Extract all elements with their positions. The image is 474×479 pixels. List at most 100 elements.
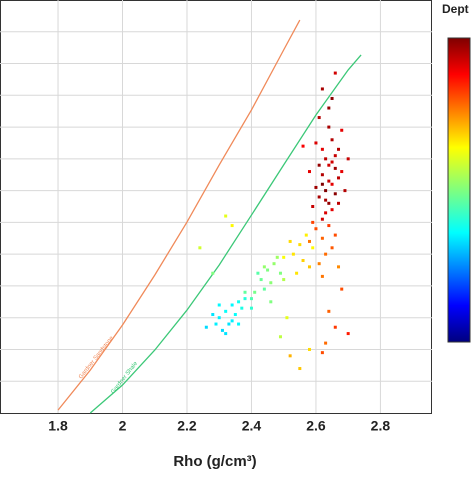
plot-frame bbox=[0, 0, 432, 414]
point bbox=[317, 116, 321, 120]
x-tick-label: 2.2 bbox=[177, 418, 197, 434]
point bbox=[307, 239, 311, 243]
point bbox=[324, 198, 328, 202]
point bbox=[230, 319, 234, 323]
point bbox=[337, 201, 341, 205]
point bbox=[233, 313, 237, 317]
point bbox=[249, 297, 253, 301]
point bbox=[327, 106, 331, 110]
point bbox=[340, 128, 344, 132]
point bbox=[330, 160, 334, 164]
point bbox=[330, 246, 334, 250]
point bbox=[311, 246, 315, 250]
point bbox=[346, 332, 350, 336]
point bbox=[214, 322, 218, 326]
point bbox=[337, 265, 341, 269]
point bbox=[243, 297, 247, 301]
point bbox=[307, 170, 311, 174]
point bbox=[311, 220, 315, 224]
point bbox=[327, 179, 331, 183]
point bbox=[330, 182, 334, 186]
point bbox=[324, 211, 328, 215]
point bbox=[298, 367, 302, 371]
x-tick-label: 2.4 bbox=[242, 418, 262, 434]
point bbox=[288, 239, 292, 243]
point bbox=[272, 262, 276, 266]
point bbox=[324, 341, 328, 345]
point bbox=[327, 163, 331, 167]
point bbox=[278, 271, 282, 275]
point bbox=[262, 287, 266, 291]
point bbox=[324, 252, 328, 256]
point bbox=[307, 265, 311, 269]
point bbox=[333, 71, 337, 75]
point bbox=[224, 214, 228, 218]
point bbox=[317, 195, 321, 199]
point bbox=[282, 255, 286, 259]
x-tick-label: 2 bbox=[119, 418, 127, 434]
point bbox=[253, 290, 257, 294]
point bbox=[333, 233, 337, 237]
point bbox=[295, 271, 299, 275]
point bbox=[320, 87, 324, 91]
x-tick-label: 1.8 bbox=[48, 418, 68, 434]
point bbox=[330, 96, 334, 100]
point bbox=[282, 278, 286, 282]
point bbox=[330, 208, 334, 212]
x-axis-label: Rho (g/cm³) bbox=[173, 453, 256, 470]
point bbox=[327, 309, 331, 313]
point bbox=[301, 144, 305, 148]
curve bbox=[89, 54, 362, 414]
point bbox=[291, 252, 295, 256]
point bbox=[333, 154, 337, 158]
point bbox=[198, 246, 202, 250]
point bbox=[320, 182, 324, 186]
point bbox=[314, 141, 318, 145]
point bbox=[256, 271, 260, 275]
point bbox=[327, 201, 331, 205]
point bbox=[285, 316, 289, 320]
point bbox=[320, 147, 324, 151]
point bbox=[230, 224, 234, 228]
point bbox=[275, 255, 279, 259]
point bbox=[227, 322, 231, 326]
point bbox=[230, 303, 234, 307]
point bbox=[340, 170, 344, 174]
point bbox=[314, 185, 318, 189]
point bbox=[320, 274, 324, 278]
point bbox=[346, 157, 350, 161]
point bbox=[327, 224, 331, 228]
x-tick-label: 2.6 bbox=[306, 418, 326, 434]
point bbox=[340, 287, 344, 291]
point bbox=[259, 278, 263, 282]
point bbox=[324, 189, 328, 193]
point bbox=[278, 335, 282, 339]
point bbox=[320, 173, 324, 177]
point bbox=[217, 316, 221, 320]
point bbox=[224, 332, 228, 336]
point bbox=[298, 243, 302, 247]
point bbox=[324, 157, 328, 161]
point bbox=[333, 192, 337, 196]
point bbox=[204, 325, 208, 329]
point bbox=[237, 322, 241, 326]
point bbox=[343, 189, 347, 193]
point bbox=[288, 354, 292, 358]
point bbox=[320, 351, 324, 355]
colorbar bbox=[447, 37, 471, 343]
point bbox=[269, 300, 273, 304]
point bbox=[333, 166, 337, 170]
point bbox=[320, 217, 324, 221]
point bbox=[240, 306, 244, 310]
point bbox=[211, 313, 215, 317]
curve bbox=[57, 19, 301, 411]
point bbox=[337, 176, 341, 180]
point bbox=[269, 281, 273, 285]
point bbox=[317, 262, 321, 266]
point bbox=[237, 300, 241, 304]
colorbar-title: Dept bbox=[442, 2, 469, 16]
point bbox=[314, 227, 318, 231]
point bbox=[266, 268, 270, 272]
point bbox=[317, 163, 321, 167]
